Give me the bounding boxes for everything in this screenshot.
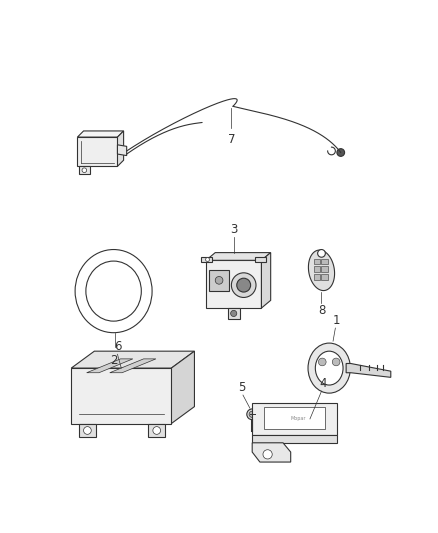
Circle shape [153, 426, 161, 434]
Polygon shape [321, 259, 328, 264]
Polygon shape [228, 308, 240, 319]
Text: 8: 8 [318, 304, 325, 317]
Polygon shape [252, 403, 337, 435]
Text: 5: 5 [238, 381, 245, 393]
Polygon shape [87, 359, 133, 373]
Polygon shape [171, 351, 194, 424]
Circle shape [249, 411, 255, 417]
Polygon shape [117, 131, 124, 166]
Circle shape [231, 310, 237, 317]
Polygon shape [201, 257, 212, 262]
Circle shape [237, 278, 251, 292]
Text: 4: 4 [319, 377, 327, 390]
Ellipse shape [308, 343, 350, 393]
Polygon shape [255, 257, 266, 262]
Text: 6: 6 [114, 340, 121, 353]
Polygon shape [308, 250, 335, 290]
Ellipse shape [86, 261, 141, 321]
Circle shape [263, 450, 272, 459]
Polygon shape [314, 266, 320, 272]
Polygon shape [148, 424, 165, 438]
Ellipse shape [75, 249, 152, 333]
Circle shape [332, 358, 340, 366]
Polygon shape [346, 364, 391, 377]
Polygon shape [79, 166, 90, 174]
Circle shape [318, 249, 325, 257]
Polygon shape [314, 259, 320, 264]
Polygon shape [78, 137, 117, 166]
Polygon shape [71, 368, 171, 424]
Polygon shape [78, 131, 124, 137]
Polygon shape [261, 253, 271, 308]
Circle shape [215, 277, 223, 284]
Polygon shape [117, 145, 127, 156]
Circle shape [337, 149, 345, 156]
Polygon shape [314, 274, 320, 280]
Circle shape [247, 409, 258, 419]
Ellipse shape [315, 351, 343, 385]
Polygon shape [71, 351, 194, 368]
Text: 1: 1 [333, 313, 341, 327]
Circle shape [82, 168, 87, 173]
Polygon shape [110, 359, 156, 373]
Polygon shape [321, 274, 328, 280]
Circle shape [231, 273, 256, 297]
Polygon shape [206, 260, 261, 308]
Polygon shape [252, 443, 291, 462]
Polygon shape [264, 407, 325, 429]
Polygon shape [209, 270, 229, 291]
Text: 3: 3 [230, 223, 237, 236]
Polygon shape [252, 435, 337, 443]
Text: Mopar: Mopar [291, 416, 306, 422]
Polygon shape [206, 253, 271, 260]
Circle shape [205, 257, 209, 262]
Circle shape [318, 358, 326, 366]
Text: 7: 7 [228, 133, 235, 146]
Circle shape [84, 426, 91, 434]
Text: 2: 2 [110, 354, 117, 367]
Polygon shape [79, 424, 96, 438]
Polygon shape [321, 266, 328, 272]
